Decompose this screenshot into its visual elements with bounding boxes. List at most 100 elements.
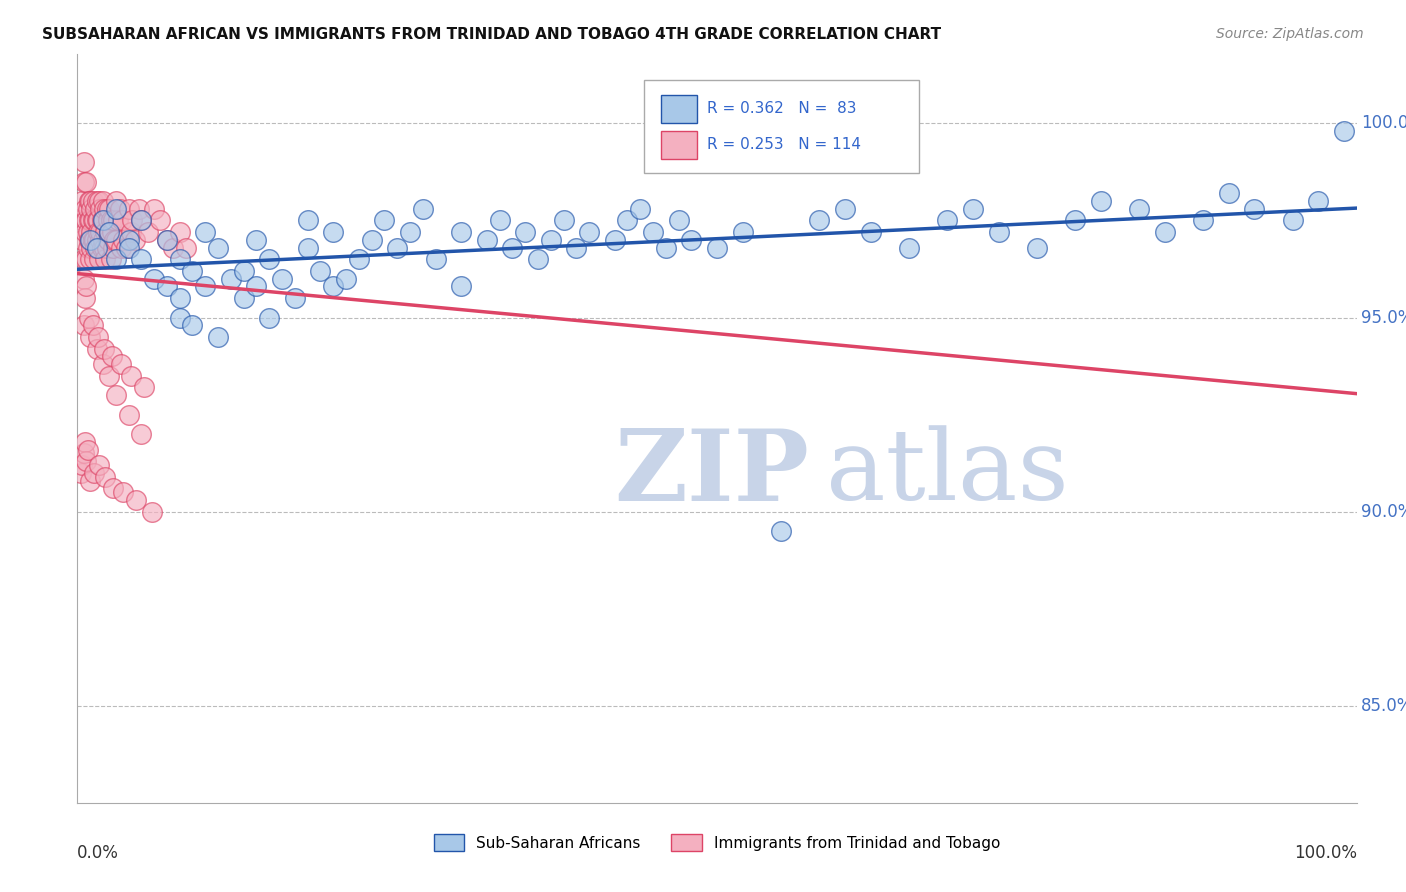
- Point: [936, 213, 959, 227]
- Point: [271, 271, 294, 285]
- Point: [129, 213, 153, 227]
- Point: [136, 225, 159, 239]
- Point: [98, 225, 121, 239]
- Point: [488, 213, 510, 227]
- Point: [80, 241, 103, 255]
- Point: [1026, 241, 1049, 255]
- Point: [79, 252, 101, 267]
- Point: [97, 213, 120, 227]
- Point: [181, 264, 204, 278]
- Point: [898, 241, 921, 255]
- Point: [86, 241, 108, 255]
- Point: [86, 233, 108, 247]
- Point: [83, 252, 105, 267]
- Point: [73, 155, 96, 169]
- Point: [207, 241, 229, 255]
- Point: [129, 252, 153, 267]
- Text: ZIP: ZIP: [614, 425, 810, 522]
- Point: [1128, 202, 1150, 216]
- Text: 0.0%: 0.0%: [77, 844, 120, 862]
- Point: [76, 225, 98, 239]
- Point: [80, 225, 103, 239]
- Point: [73, 318, 96, 333]
- Point: [128, 202, 150, 216]
- Point: [93, 202, 115, 216]
- Point: [1154, 225, 1177, 239]
- Point: [104, 388, 127, 402]
- Point: [73, 434, 96, 449]
- Point: [79, 233, 101, 247]
- Point: [143, 202, 166, 216]
- Point: [90, 213, 112, 227]
- Point: [117, 241, 139, 255]
- Point: [77, 194, 100, 208]
- Point: [501, 241, 523, 255]
- Point: [450, 225, 472, 239]
- Point: [89, 233, 111, 247]
- Point: [117, 233, 139, 247]
- Point: [98, 225, 121, 239]
- Point: [93, 241, 115, 255]
- Point: [87, 252, 110, 267]
- Point: [87, 241, 110, 255]
- Point: [87, 330, 110, 344]
- Point: [77, 233, 100, 247]
- Point: [385, 241, 409, 255]
- Bar: [661, 131, 696, 159]
- Point: [245, 279, 267, 293]
- Point: [73, 202, 96, 216]
- Point: [87, 225, 110, 239]
- Point: [101, 213, 124, 227]
- Point: [859, 225, 882, 239]
- Point: [245, 233, 267, 247]
- Point: [89, 202, 111, 216]
- Point: [174, 241, 197, 255]
- Point: [91, 233, 114, 247]
- Point: [72, 233, 94, 247]
- Point: [75, 252, 97, 267]
- Point: [120, 225, 142, 239]
- Point: [76, 241, 98, 255]
- Point: [100, 252, 122, 267]
- Point: [90, 241, 112, 255]
- Point: [101, 241, 124, 255]
- Point: [668, 213, 690, 227]
- Point: [412, 202, 434, 216]
- Point: [77, 310, 100, 325]
- Point: [83, 233, 105, 247]
- Point: [91, 194, 114, 208]
- Point: [1333, 124, 1355, 138]
- Point: [96, 241, 118, 255]
- Text: atlas: atlas: [825, 425, 1069, 521]
- Point: [83, 466, 105, 480]
- Point: [73, 291, 96, 305]
- Point: [91, 357, 114, 371]
- Point: [1282, 213, 1305, 227]
- Bar: [661, 95, 696, 123]
- Point: [156, 233, 179, 247]
- Point: [834, 202, 856, 216]
- Point: [75, 454, 97, 468]
- Point: [706, 241, 728, 255]
- Point: [98, 202, 121, 216]
- Point: [79, 474, 101, 488]
- Point: [87, 194, 110, 208]
- Point: [322, 279, 344, 293]
- Point: [132, 380, 155, 394]
- Point: [86, 194, 108, 208]
- Point: [82, 318, 104, 333]
- Point: [987, 225, 1010, 239]
- Point: [83, 213, 105, 227]
- Point: [117, 202, 139, 216]
- Point: [259, 310, 281, 325]
- Text: R = 0.253   N = 114: R = 0.253 N = 114: [707, 137, 860, 153]
- Point: [207, 330, 229, 344]
- Legend: Sub-Saharan Africans, Immigrants from Trinidad and Tobago: Sub-Saharan Africans, Immigrants from Tr…: [433, 834, 1001, 851]
- Point: [93, 342, 115, 356]
- Point: [578, 225, 600, 239]
- Point: [97, 233, 120, 247]
- Point: [91, 213, 114, 227]
- Text: 100.0%: 100.0%: [1361, 114, 1406, 132]
- Point: [120, 368, 142, 383]
- Point: [125, 493, 148, 508]
